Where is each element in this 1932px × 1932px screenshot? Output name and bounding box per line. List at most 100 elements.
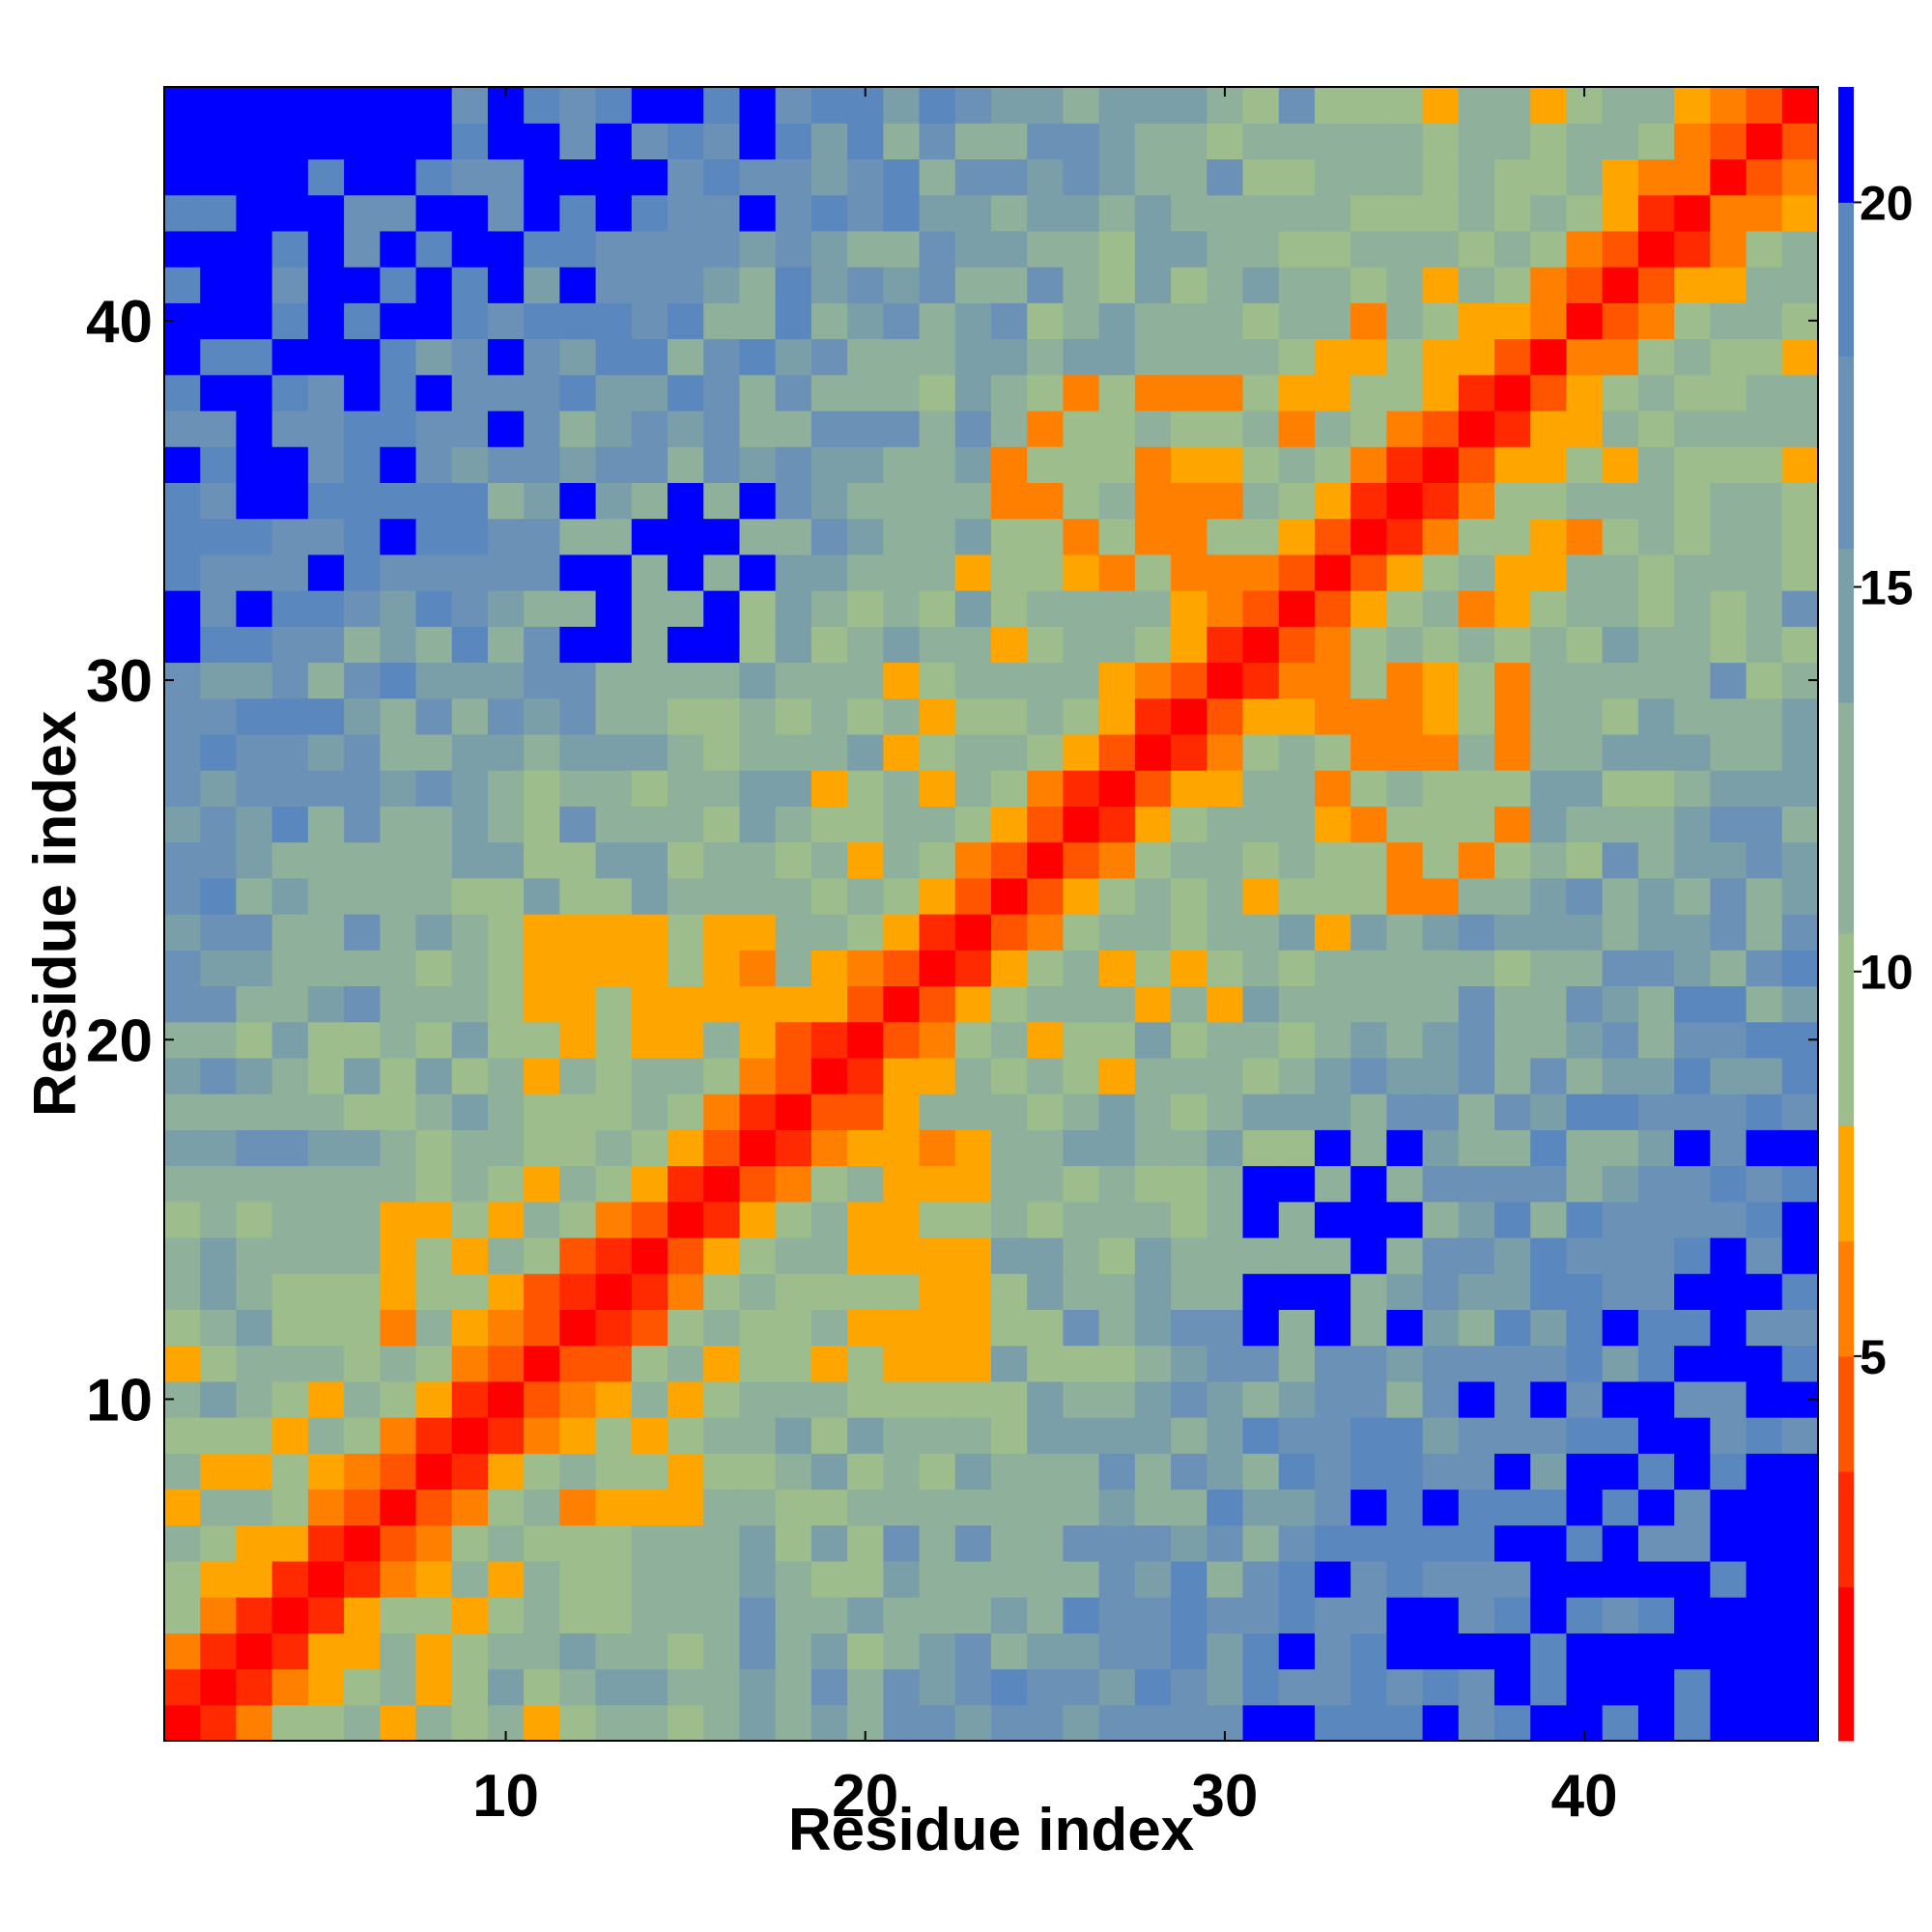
heatmap-cell <box>200 123 238 160</box>
heatmap-cell <box>991 841 1028 879</box>
heatmap-cell <box>595 1597 633 1634</box>
heatmap-cell <box>919 123 956 160</box>
heatmap-cell <box>1781 267 1819 303</box>
heatmap-cell <box>200 733 238 771</box>
heatmap-cell <box>415 626 453 664</box>
heatmap-cell <box>703 841 741 879</box>
heatmap-cell <box>1242 590 1280 627</box>
heatmap-cell <box>883 914 921 951</box>
heatmap-cell <box>271 302 309 340</box>
heatmap-cell <box>883 338 921 376</box>
heatmap-cell <box>1242 662 1280 699</box>
heatmap-cell <box>631 338 668 376</box>
heatmap-cell <box>775 1453 812 1491</box>
heatmap-cell <box>559 374 597 412</box>
heatmap-cell <box>1746 1633 1783 1670</box>
heatmap-cell <box>380 841 417 879</box>
heatmap-cell <box>200 482 238 520</box>
heatmap-cell <box>1171 230 1208 268</box>
heatmap-cell <box>1027 446 1065 483</box>
heatmap-cell <box>1350 806 1387 843</box>
x-tick-label: 30 <box>1191 1763 1258 1830</box>
heatmap-cell <box>1781 482 1819 520</box>
heatmap-cell <box>1458 482 1495 520</box>
heatmap-cell <box>883 194 921 232</box>
heatmap-cell <box>810 1129 848 1167</box>
heatmap-cell <box>451 1021 489 1059</box>
heatmap-cell <box>1027 590 1065 627</box>
heatmap-cell <box>1602 374 1639 412</box>
heatmap-cell <box>559 446 597 483</box>
heatmap-cell <box>1530 1057 1568 1094</box>
heatmap-cell <box>1314 194 1351 232</box>
heatmap-cell <box>595 338 633 376</box>
heatmap-cell <box>1098 518 1136 555</box>
heatmap-cell <box>954 1633 992 1670</box>
heatmap-cell <box>164 158 201 196</box>
heatmap-cell <box>1063 1273 1100 1310</box>
heatmap-cell <box>1602 1345 1639 1382</box>
heatmap-cells <box>164 87 1819 1742</box>
heatmap-cell <box>1207 158 1244 196</box>
heatmap-cell <box>631 1489 668 1526</box>
heatmap-cell <box>1171 302 1208 340</box>
heatmap-cell <box>847 482 884 520</box>
heatmap-cell <box>1027 841 1065 879</box>
heatmap-cell <box>1422 194 1460 232</box>
heatmap-cell <box>1278 1668 1316 1706</box>
heatmap-cell <box>415 590 453 627</box>
heatmap-cell <box>631 1129 668 1167</box>
heatmap-cell <box>236 410 273 447</box>
heatmap-cell <box>1207 1597 1244 1634</box>
heatmap-cell <box>1027 158 1065 196</box>
heatmap-cell <box>487 302 525 340</box>
heatmap-cell <box>1386 410 1424 447</box>
heatmap-cell <box>344 1524 381 1562</box>
heatmap-cell <box>1134 1094 1172 1130</box>
heatmap-cell <box>271 1453 309 1491</box>
heatmap-cell <box>1063 626 1100 664</box>
heatmap-cell <box>1746 590 1783 627</box>
heatmap-cell <box>1171 1704 1208 1742</box>
heatmap-cell <box>810 1704 848 1742</box>
heatmap-cell <box>1278 1021 1316 1059</box>
heatmap-cell <box>1063 985 1100 1023</box>
heatmap-cell <box>1458 841 1495 879</box>
heatmap-cell <box>847 1201 884 1238</box>
heatmap-cell <box>668 554 704 591</box>
heatmap-cell <box>1566 697 1604 735</box>
heatmap-cell <box>1422 518 1460 555</box>
heatmap-cell <box>236 806 273 843</box>
heatmap-cell <box>236 1380 273 1418</box>
heatmap-cell <box>380 1489 417 1526</box>
heatmap-cell <box>1422 410 1460 447</box>
heatmap-cell <box>1710 410 1747 447</box>
heatmap-cell <box>919 194 956 232</box>
heatmap-cell <box>559 1453 597 1491</box>
heatmap-cell <box>1027 194 1065 232</box>
heatmap-cell <box>559 1380 597 1418</box>
heatmap-cell <box>487 1129 525 1167</box>
heatmap-cell <box>703 230 741 268</box>
heatmap-cell <box>1710 950 1747 987</box>
heatmap-cell <box>271 194 309 232</box>
heatmap-cell <box>1134 1129 1172 1167</box>
heatmap-cell <box>1314 158 1351 196</box>
heatmap-cell <box>1494 267 1531 303</box>
heatmap-cell <box>991 626 1028 664</box>
heatmap-cell <box>1422 1129 1460 1167</box>
heatmap-cell <box>344 806 381 843</box>
heatmap-cell <box>1171 267 1208 303</box>
heatmap-cell <box>1637 1273 1675 1310</box>
heatmap-cell <box>810 1273 848 1310</box>
heatmap-cell <box>307 1165 345 1203</box>
heatmap-cell <box>1242 1668 1280 1706</box>
heatmap-cell <box>1494 806 1531 843</box>
colorbar-tick-label: 20 <box>1860 176 1914 230</box>
heatmap-cell <box>810 590 848 627</box>
heatmap-cell <box>1207 1560 1244 1598</box>
heatmap-cell <box>1242 87 1280 124</box>
heatmap-cell <box>1602 1021 1639 1059</box>
heatmap-cell <box>703 158 741 196</box>
heatmap-cell <box>1063 230 1100 268</box>
